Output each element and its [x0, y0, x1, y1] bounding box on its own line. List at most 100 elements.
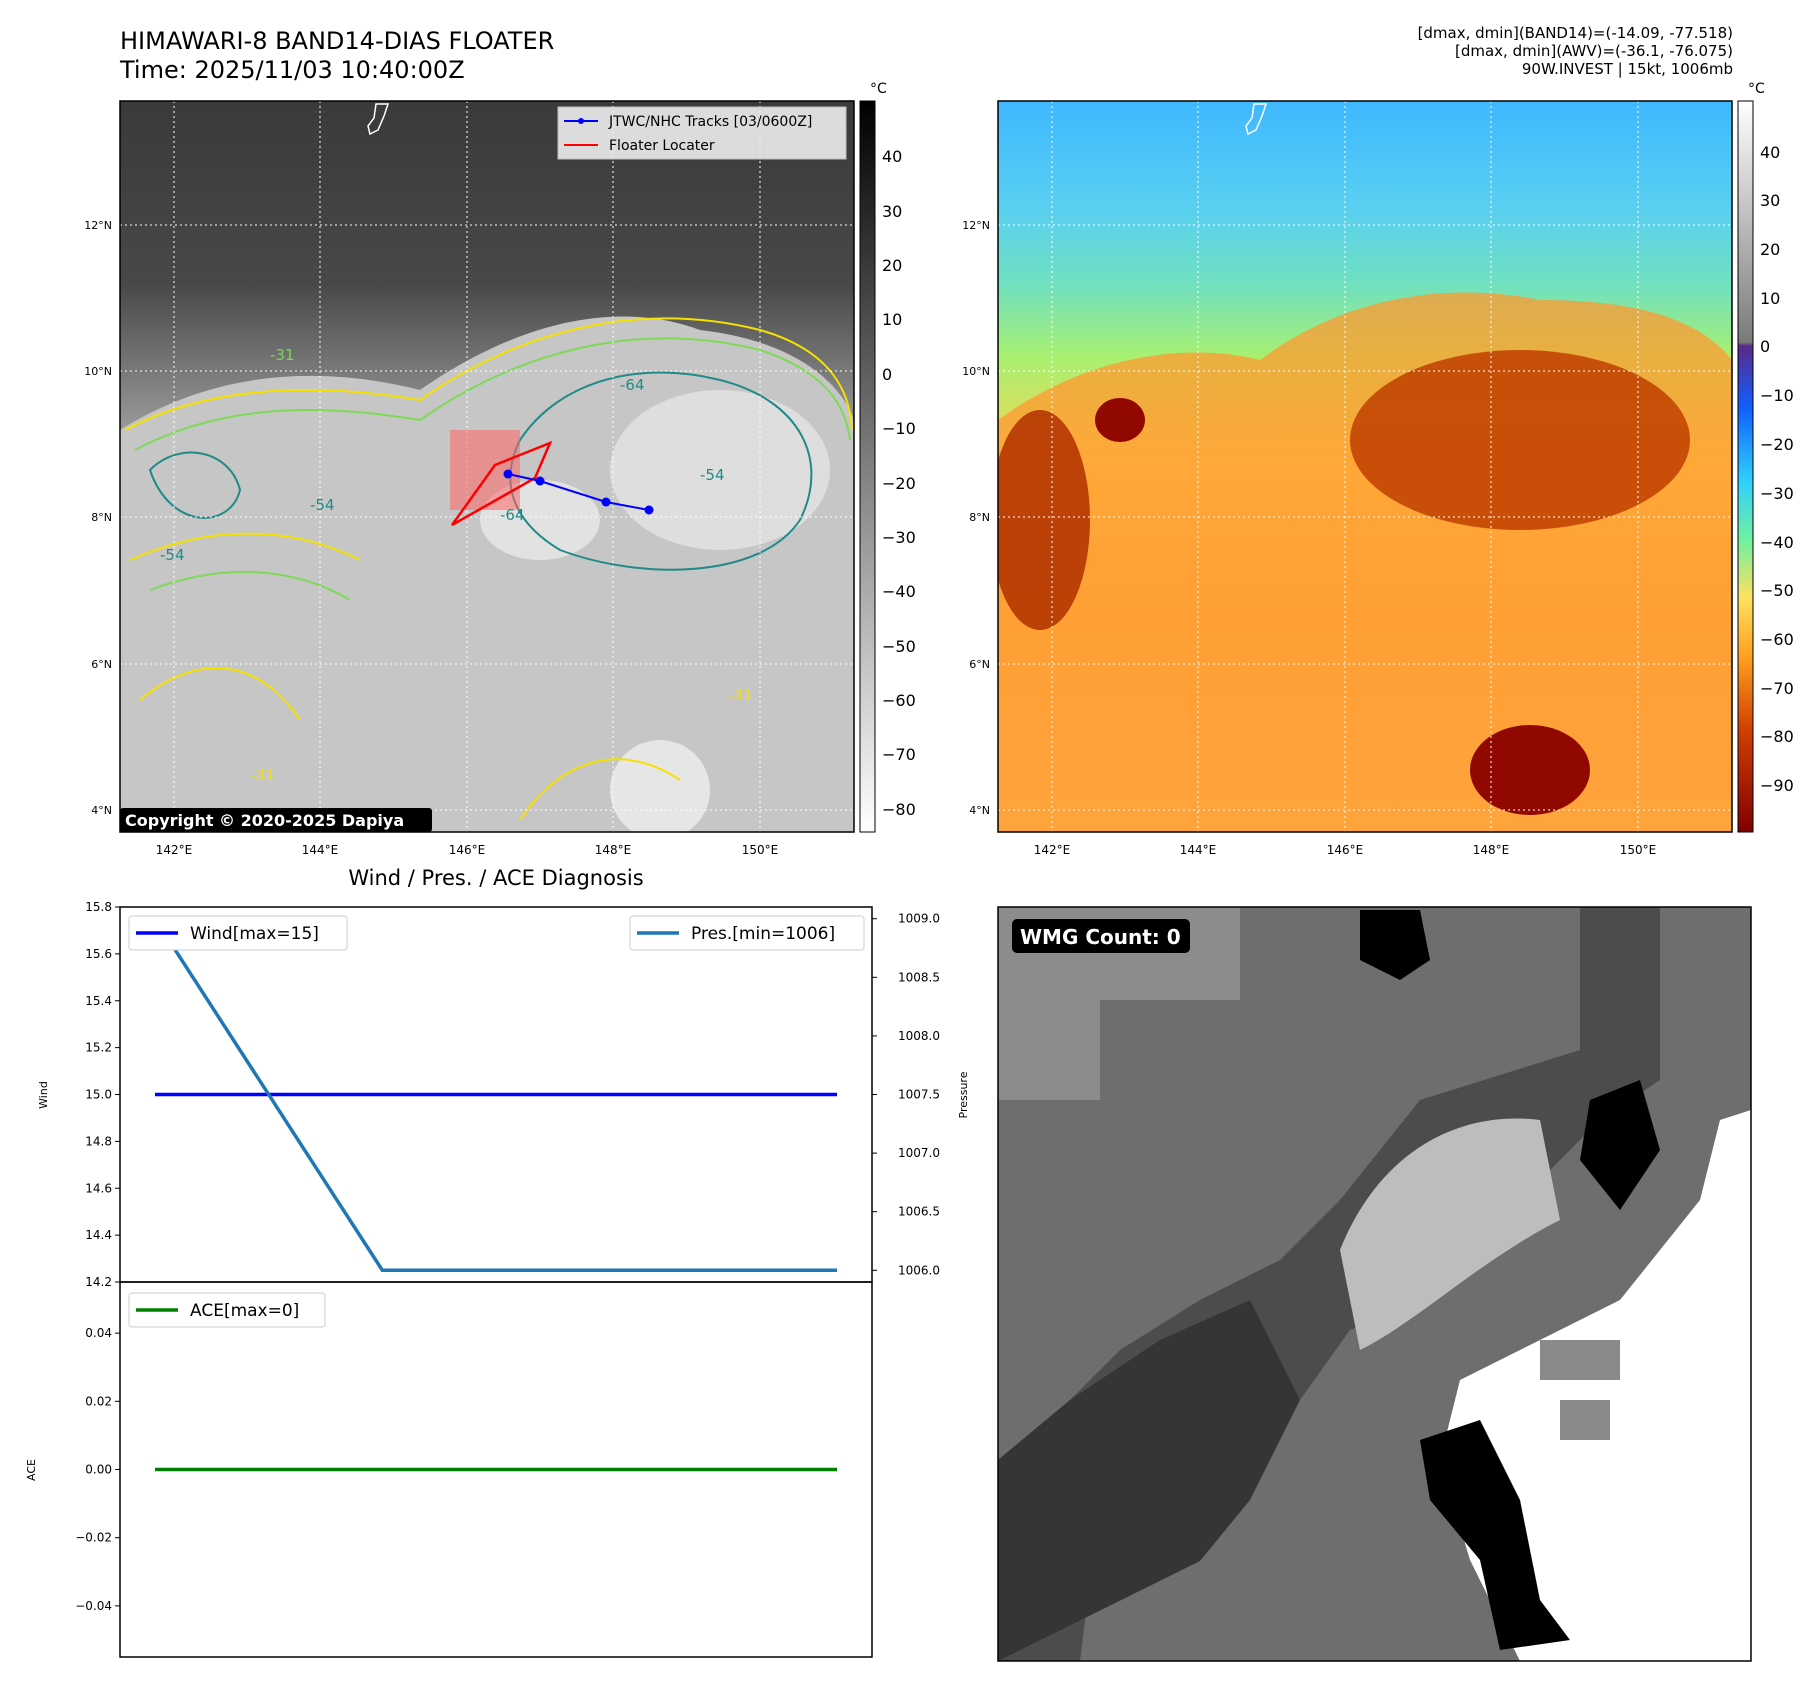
pressure-y-ticks: 1009.0 1008.5 1008.0 1007.5 1007.0 1006.5 1006…	[872, 912, 940, 1277]
legend-track-label: JTWC/NHC Tracks [03/0600Z]	[608, 114, 812, 130]
pressure-tick-label: 1007.0	[898, 1146, 940, 1160]
cb-tick: −30	[882, 528, 916, 547]
lat-tick: 8°N	[969, 511, 990, 524]
lat-tick: 6°N	[91, 658, 112, 671]
wind-legend: Wind[max=15]	[128, 915, 348, 951]
ir-legend: JTWC/NHC Tracks [03/0600Z] Floater Locat…	[557, 106, 847, 160]
ir-contour-yellow	[124, 317, 853, 821]
lon-tick: 148°E	[595, 843, 632, 857]
lon-tick: 144°E	[302, 843, 339, 857]
lat-tick: 4°N	[969, 804, 990, 817]
awv-colorbar-unit: °C	[1748, 81, 1765, 97]
island-outline	[367, 103, 390, 136]
lat-tick: 10°N	[962, 365, 990, 378]
lon-tick: 150°E	[742, 843, 779, 857]
cb-tick: 10	[882, 310, 902, 329]
lon-tick: 144°E	[1180, 843, 1217, 857]
wind-tick-label: 14.2	[85, 1275, 112, 1289]
info-block: [dmax, dmin](BAND14)=(-14.09, -77.518) […	[1418, 24, 1733, 78]
wind-tick-label: 15.2	[85, 1041, 112, 1055]
cb-tick: −80	[882, 800, 916, 819]
wmg-gray-patch	[1540, 1340, 1620, 1440]
lon-tick: 150°E	[1620, 843, 1657, 857]
floater-locator-line	[450, 440, 553, 527]
cb-tick: −50	[882, 637, 916, 656]
cb-tick: 20	[1760, 240, 1780, 259]
cb-tick: −40	[882, 582, 916, 601]
cb-tick: −90	[1760, 776, 1794, 795]
title-line-2: Time: 2025/11/03 10:40:00Z	[120, 56, 465, 84]
contour-label: -64	[620, 376, 645, 394]
awv-deep-core-4	[1095, 398, 1145, 442]
pressure-tick-label: 1006.5	[898, 1205, 940, 1219]
ace-tick-label: 0.02	[85, 1394, 112, 1408]
pressure-tick-label: 1008.5	[898, 970, 940, 984]
ace-tick-label: −0.02	[75, 1531, 112, 1545]
cb-tick: −50	[1760, 581, 1794, 600]
chart-title: Wind / Pres. / ACE Diagnosis	[348, 866, 643, 890]
awv-deep-core-2	[998, 410, 1090, 630]
ace-legend: ACE[max=0]	[128, 1292, 326, 1328]
lon-tick: 148°E	[1473, 843, 1510, 857]
cb-tick: 40	[882, 147, 902, 166]
wind-y-ticks: 15.8 15.6 15.4 15.2 15.0 14.8 14.6 14.4 14.2	[85, 900, 120, 1289]
lat-tick: 12°N	[84, 219, 112, 232]
wmg-count-badge: WMG Count: 0	[1020, 925, 1181, 949]
lat-tick: 6°N	[969, 658, 990, 671]
ir-bright-core-3	[610, 740, 710, 832]
pressure-series-line	[153, 917, 837, 1273]
awv-frame	[997, 100, 1733, 833]
cb-tick: 20	[882, 256, 902, 275]
wmg-region-gray	[998, 907, 1240, 1100]
wind-tick-label: 14.6	[85, 1181, 112, 1195]
jtwc-track-line	[507, 473, 650, 511]
cb-tick: 30	[882, 202, 902, 221]
ir-colorbar-unit: °C	[870, 81, 887, 97]
cb-tick: 30	[1760, 191, 1780, 210]
cb-tick: −40	[1760, 533, 1794, 552]
main-title: HIMAWARI-8 BAND14-DIAS FLOATER Time: 202…	[120, 27, 554, 85]
ace-y-ticks: 0.04 0.02 0.00 −0.02 −0.04	[75, 1326, 120, 1613]
lat-tick: 10°N	[84, 365, 112, 378]
lon-tick: 142°E	[156, 843, 193, 857]
lat-tick: 4°N	[91, 804, 112, 817]
pressure-legend-label: Pres.[min=1006]	[691, 924, 835, 944]
wind-legend-label: Wind[max=15]	[190, 924, 319, 944]
track-point	[644, 505, 654, 515]
ace-tick-label: 0.00	[85, 1463, 112, 1477]
ace-legend-label: ACE[max=0]	[190, 1301, 299, 1321]
cb-tick: −60	[882, 691, 916, 710]
awv-deep-core-3	[1470, 725, 1590, 815]
track-point	[535, 476, 545, 486]
wind-tick-label: 14.4	[85, 1228, 112, 1242]
ir-colorbar-ticks: 40 30 20 10 0 −10 −20 −30 −40 −50 −60 −7…	[882, 147, 916, 819]
legend-locator-label: Floater Locater	[609, 138, 715, 154]
lat-tick: 12°N	[962, 219, 990, 232]
contour-label: -31	[728, 686, 753, 704]
wind-tick-label: 14.8	[85, 1134, 112, 1148]
cb-tick: −80	[1760, 727, 1794, 746]
copyright-badge-bg	[120, 808, 432, 832]
cb-tick: 10	[1760, 289, 1780, 308]
pressure-legend: Pres.[min=1006]	[629, 915, 865, 951]
contour-label: -31	[270, 346, 295, 364]
lat-tick: 8°N	[91, 511, 112, 524]
awv-lat-ticks: 4°N 6°N 8°N 10°N 12°N	[962, 219, 990, 817]
ir-lon-ticks: 142°E 144°E 146°E 148°E 150°E	[156, 843, 779, 857]
info-line-3: 90W.INVEST | 15kt, 1006mb	[1521, 60, 1733, 78]
pressure-tick-label: 1007.5	[898, 1088, 940, 1102]
contour-label: -54	[310, 496, 335, 514]
awv-colorbar-ticks: 40 30 20 10 0 −10 −20 −30 −40 −50 −60 −7…	[1760, 143, 1794, 795]
contour-label: -54	[700, 466, 725, 484]
wmg-region-midgray	[998, 907, 1660, 1661]
cb-tick: −60	[1760, 630, 1794, 649]
wmg-light-band	[1340, 1118, 1560, 1350]
contour-label: -64	[500, 506, 525, 524]
awv-lon-ticks: 142°E 144°E 146°E 148°E 150°E	[1034, 843, 1657, 857]
awv-gridlines	[998, 101, 1732, 832]
ir-colorbar	[859, 100, 876, 833]
wind-axis-label: Wind	[37, 1081, 50, 1109]
pressure-tick-label: 1006.0	[898, 1263, 940, 1277]
